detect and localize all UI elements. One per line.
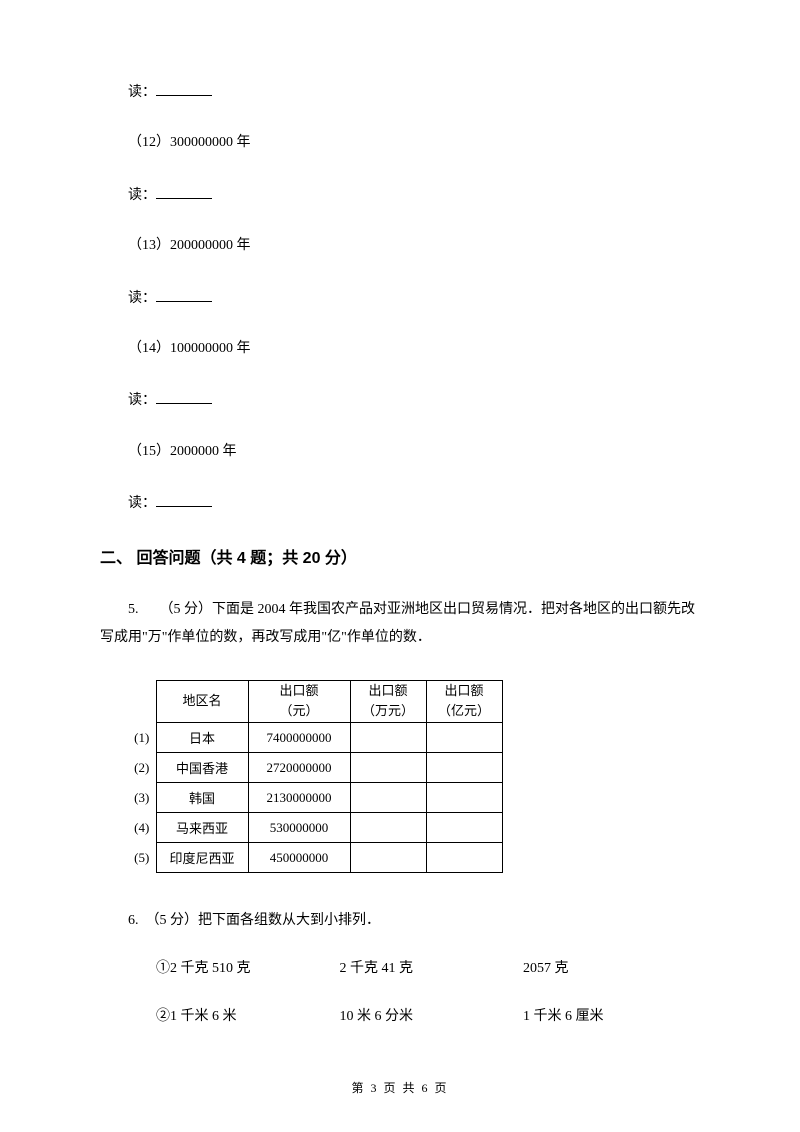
sort-item: ①2 千克 510 克 xyxy=(128,957,308,977)
yuan-cell: 2720000000 xyxy=(248,753,350,783)
table-row: (1) 日本 7400000000 xyxy=(128,723,502,753)
sort-value: 2 千克 41 克 xyxy=(312,957,492,977)
sort-value: 2 千克 510 克 xyxy=(170,961,251,976)
table-row: (5) 印度尼西亚 450000000 xyxy=(128,843,502,873)
rownum-cell: (2) xyxy=(128,753,156,783)
region-cell: 中国香港 xyxy=(156,753,248,783)
yi-cell[interactable] xyxy=(426,813,502,843)
blank-line[interactable] xyxy=(156,491,212,507)
question-item: （12）300000000 年 xyxy=(100,132,700,154)
sort-item: ②1 千米 6 米 xyxy=(128,1005,308,1025)
q5-table: 地区名 出口额 （元） 出口额 （万元） 出口额 （亿元） (1) 日本 740… xyxy=(128,680,503,874)
answer-line: 读： xyxy=(100,286,700,310)
header-line: （亿元） xyxy=(427,701,502,722)
region-cell: 韩国 xyxy=(156,783,248,813)
q5-intro: 5. （5 分）下面是 2004 年我国农产品对亚洲地区出口贸易情况．把对各地区… xyxy=(100,596,700,652)
answer-prefix: 读： xyxy=(128,188,156,203)
answer-prefix: 读： xyxy=(128,85,156,100)
sort-value: 10 米 6 分米 xyxy=(312,1005,492,1025)
blank-line[interactable] xyxy=(156,286,212,302)
yi-cell[interactable] xyxy=(426,783,502,813)
section-heading: 二、 回答问题（共 4 题；共 20 分） xyxy=(100,544,700,568)
region-cell: 印度尼西亚 xyxy=(156,843,248,873)
question-item: （15）2000000 年 xyxy=(100,441,700,463)
item-label: （13）200000000 年 xyxy=(128,238,251,253)
item-label: （12）300000000 年 xyxy=(128,135,251,150)
answer-line: 读： xyxy=(100,80,700,104)
q6-group1: ①2 千克 510 克 2 千克 41 克 2057 克 xyxy=(100,957,700,977)
wan-cell[interactable] xyxy=(350,813,426,843)
wan-cell[interactable] xyxy=(350,753,426,783)
rownum-header xyxy=(128,680,156,723)
question-item: （13）200000000 年 xyxy=(100,235,700,257)
q6-group2: ②1 千米 6 米 10 米 6 分米 1 千米 6 厘米 xyxy=(100,1005,700,1025)
table-row: (2) 中国香港 2720000000 xyxy=(128,753,502,783)
sort-value: 1 千米 6 厘米 xyxy=(495,1005,675,1025)
yuan-cell: 450000000 xyxy=(248,843,350,873)
answer-prefix: 读： xyxy=(128,496,156,511)
yi-cell[interactable] xyxy=(426,753,502,783)
yuan-cell: 2130000000 xyxy=(248,783,350,813)
item-label: （15）2000000 年 xyxy=(128,444,237,459)
rownum-cell: (1) xyxy=(128,723,156,753)
question-item: （14）100000000 年 xyxy=(100,338,700,360)
q6-intro: 6. （5 分）把下面各组数从大到小排列． xyxy=(100,909,700,929)
rownum-cell: (3) xyxy=(128,783,156,813)
answer-line: 读： xyxy=(100,491,700,515)
blank-line[interactable] xyxy=(156,183,212,199)
table-row: (4) 马来西亚 530000000 xyxy=(128,813,502,843)
q5-table-wrap: 地区名 出口额 （元） 出口额 （万元） 出口额 （亿元） (1) 日本 740… xyxy=(128,680,700,874)
col-export-yi-header: 出口额 （亿元） xyxy=(426,680,502,723)
yi-cell[interactable] xyxy=(426,723,502,753)
wan-cell[interactable] xyxy=(350,723,426,753)
answer-prefix: 读： xyxy=(128,291,156,306)
page-footer: 第 3 页 共 6 页 xyxy=(0,1079,800,1096)
region-cell: 日本 xyxy=(156,723,248,753)
answer-line: 读： xyxy=(100,388,700,412)
wan-cell[interactable] xyxy=(350,843,426,873)
blank-line[interactable] xyxy=(156,80,212,96)
answer-line: 读： xyxy=(100,183,700,207)
sort-value: 2057 克 xyxy=(495,957,675,977)
group-prefix: ① xyxy=(156,961,170,976)
col-export-wan-header: 出口额 （万元） xyxy=(350,680,426,723)
header-line: 出口额 xyxy=(351,681,426,702)
header-line: （万元） xyxy=(351,701,426,722)
col-region-header: 地区名 xyxy=(156,680,248,723)
header-line: 出口额 xyxy=(427,681,502,702)
yuan-cell: 530000000 xyxy=(248,813,350,843)
header-line: 出口额 xyxy=(249,681,350,702)
yuan-cell: 7400000000 xyxy=(248,723,350,753)
table-row: (3) 韩国 2130000000 xyxy=(128,783,502,813)
table-header-row: 地区名 出口额 （元） 出口额 （万元） 出口额 （亿元） xyxy=(128,680,502,723)
sort-value: 1 千米 6 米 xyxy=(170,1009,237,1024)
region-cell: 马来西亚 xyxy=(156,813,248,843)
item-label: （14）100000000 年 xyxy=(128,341,251,356)
rownum-cell: (4) xyxy=(128,813,156,843)
yi-cell[interactable] xyxy=(426,843,502,873)
rownum-cell: (5) xyxy=(128,843,156,873)
blank-line[interactable] xyxy=(156,388,212,404)
wan-cell[interactable] xyxy=(350,783,426,813)
answer-prefix: 读： xyxy=(128,393,156,408)
col-export-yuan-header: 出口额 （元） xyxy=(248,680,350,723)
header-line: （元） xyxy=(249,701,350,722)
group-prefix: ② xyxy=(156,1009,170,1024)
